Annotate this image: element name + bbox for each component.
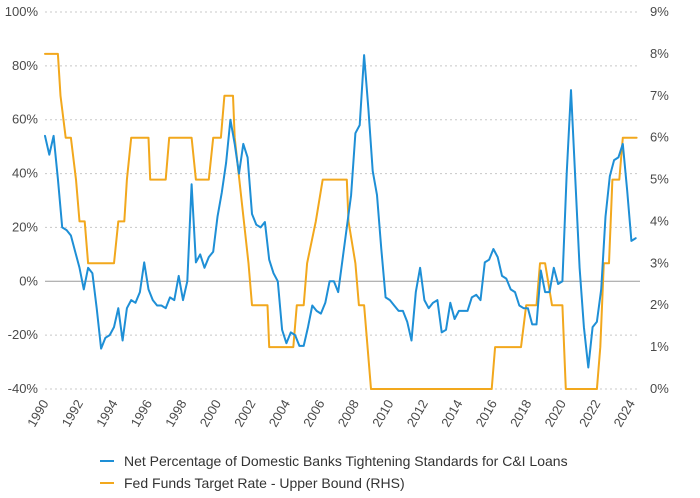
x-tick-label: 2000 [197,397,224,430]
grid-lines [45,11,640,390]
x-tick-label: 2016 [473,397,500,430]
x-tick-label: 2024 [611,397,638,430]
y-left-tick-label: 80% [12,58,38,73]
x-tick-label: 1992 [59,397,86,430]
x-tick-label: 2022 [576,397,603,430]
y-left-tick-label: 40% [12,166,38,181]
series-lines [44,52,638,390]
x-tick-label: 2002 [231,397,258,430]
y-right-tick-label: 5% [650,172,669,187]
legend-label-fed: Fed Funds Target Rate - Upper Bound (RHS… [124,475,405,491]
x-tick-label: 2004 [266,397,293,430]
y-left-tick-label: -20% [8,327,39,342]
x-tick-label: 2018 [507,397,534,430]
y-right-tick-label: 4% [650,213,669,228]
x-tick-label: 1990 [24,397,51,430]
x-tick-label: 2014 [438,397,465,430]
x-axis: 1990 1992 1994 1996 1998 2000 2002 2004 2006 2008… [24,397,638,430]
y-axis-left: -40% -20% 0% 20% 40% 60% 80% 100% [5,4,39,396]
legend-item-banks: Net Percentage of Domestic Banks Tighten… [100,450,568,472]
y-right-tick-label: 8% [650,46,669,61]
x-tick-label: 2008 [335,397,362,430]
x-tick-label: 1996 [128,397,155,430]
y-right-tick-label: 1% [650,339,669,354]
y-right-tick-label: 6% [650,130,669,145]
legend-item-fed: Fed Funds Target Rate - Upper Bound (RHS… [100,472,568,494]
x-tick-label: 1998 [162,397,189,430]
x-tick-label: 2012 [404,397,431,430]
x-tick-label: 2010 [369,397,396,430]
x-tick-label: 2006 [300,397,327,430]
x-tick-label: 2020 [542,397,569,430]
y-right-tick-label: 3% [650,255,669,270]
y-left-tick-label: 100% [5,4,39,19]
y-right-tick-label: 0% [650,381,669,396]
y-right-tick-label: 9% [650,4,669,19]
y-left-tick-label: 20% [12,219,38,234]
y-axis-right: 0% 1% 2% 3% 4% 5% 6% 7% 8% 9% [650,4,669,396]
y-left-tick-label: 60% [12,112,38,127]
legend-label-banks: Net Percentage of Domestic Banks Tighten… [124,453,568,469]
y-right-tick-label: 2% [650,297,669,312]
x-tick-label: 1994 [93,397,120,430]
y-right-tick-label: 7% [650,88,669,103]
y-left-tick-label: 0% [19,273,38,288]
legend-swatch-fed [100,482,114,484]
legend-swatch-banks [100,460,114,462]
legend: Net Percentage of Domestic Banks Tighten… [100,450,568,494]
y-left-tick-label: -40% [8,381,39,396]
series-line-fed-funds-rate [44,52,638,390]
series-line-banks-tightening [44,54,637,369]
